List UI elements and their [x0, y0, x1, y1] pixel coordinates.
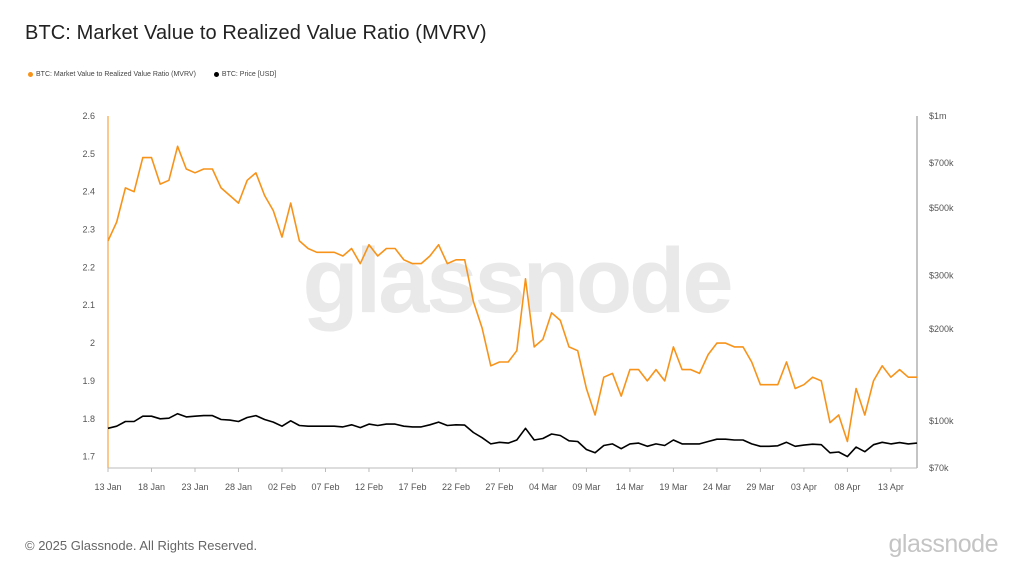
x-tick-label: 08 Apr — [834, 482, 860, 492]
x-tick-label: 14 Mar — [616, 482, 644, 492]
y-left-tick-label: 2.6 — [82, 111, 95, 121]
y-left-tick-label: 1.7 — [82, 452, 95, 462]
x-tick-label: 28 Jan — [225, 482, 252, 492]
legend-dot-mvrv — [28, 72, 33, 77]
legend-label-price: BTC: Price [USD] — [221, 71, 277, 78]
legend-item-price[interactable]: BTC: Price [USD] — [213, 71, 277, 78]
x-tick-label: 12 Feb — [355, 482, 383, 492]
x-tick-label: 13 Apr — [878, 482, 904, 492]
x-tick-label: 18 Jan — [138, 482, 165, 492]
y-right-tick-label: $500k — [929, 203, 954, 213]
y-left-tick-label: 1.9 — [82, 376, 95, 386]
y-right-tick-label: $1m — [929, 111, 947, 121]
y-left-tick-label: 2.5 — [82, 149, 95, 159]
y-left-tick-label: 1.8 — [82, 414, 95, 424]
x-tick-label: 22 Feb — [442, 482, 470, 492]
watermark: glassnode — [302, 230, 731, 332]
legend-label-mvrv: BTC: Market Value to Realized Value Rati… — [36, 71, 196, 78]
brand-logo: glassnode — [888, 530, 999, 558]
y-left-tick-label: 2.4 — [82, 187, 95, 197]
x-tick-label: 23 Jan — [181, 482, 208, 492]
x-tick-label: 24 Mar — [703, 482, 731, 492]
y-right-tick-label: $70k — [929, 463, 949, 473]
y-right-tick-label: $200k — [929, 324, 954, 334]
y-left-tick-label: 2.2 — [82, 262, 95, 272]
x-tick-label: 19 Mar — [659, 482, 687, 492]
x-tick-label: 02 Feb — [268, 482, 296, 492]
x-tick-label: 04 Mar — [529, 482, 557, 492]
y-left-tick-label: 2 — [90, 338, 95, 348]
y-left-tick-label: 2.3 — [82, 225, 95, 235]
y-right-tick-label: $700k — [929, 158, 954, 168]
legend-item-mvrv[interactable]: BTC: Market Value to Realized Value Rati… — [28, 71, 196, 78]
price-line — [107, 412, 918, 458]
x-tick-label: 27 Feb — [485, 482, 513, 492]
y-left-tick-label: 2.1 — [82, 300, 95, 310]
y-right-tick-label: $300k — [929, 270, 954, 280]
x-tick-label: 17 Feb — [398, 482, 426, 492]
legend: BTC: Market Value to Realized Value Rati… — [28, 71, 276, 78]
x-tick-label: 13 Jan — [94, 482, 121, 492]
x-tick-label: 09 Mar — [572, 482, 600, 492]
legend-dot-price — [213, 72, 219, 77]
chart-title: BTC: Market Value to Realized Value Rati… — [25, 22, 487, 44]
y-right-tick-label: $100k — [929, 416, 954, 426]
copyright-text: © 2025 Glassnode. All Rights Reserved. — [25, 538, 258, 553]
x-tick-label: 07 Feb — [311, 482, 339, 492]
mvrv-line — [107, 145, 917, 443]
x-tick-label: 03 Apr — [791, 482, 817, 492]
x-tick-label: 29 Mar — [746, 482, 774, 492]
